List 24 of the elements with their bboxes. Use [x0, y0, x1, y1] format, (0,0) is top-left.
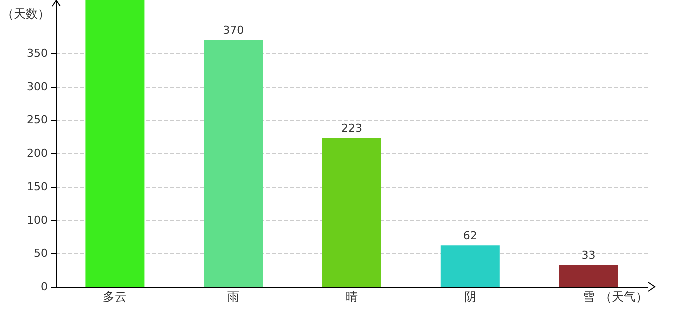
- bar: [204, 40, 264, 287]
- bar: [86, 0, 145, 287]
- y-tick-label: 0: [41, 280, 48, 294]
- x-tick-label: 阴: [464, 290, 476, 304]
- x-axis-title: （天气）: [600, 290, 648, 304]
- y-tick-label: 150: [27, 180, 48, 194]
- y-tick-label: 300: [27, 80, 48, 94]
- y-tick-label: 350: [27, 46, 48, 60]
- y-axis-title: （天数）: [2, 7, 50, 21]
- x-tick-label: 雪: [582, 290, 595, 304]
- data-label: 370: [223, 24, 244, 38]
- x-tick-label: 晴: [346, 290, 358, 304]
- bar: [322, 138, 382, 287]
- data-label: 62: [463, 230, 478, 243]
- data-label: 33: [582, 248, 596, 262]
- data-label: 223: [342, 122, 362, 136]
- bar: [440, 246, 500, 287]
- y-tick-label: 250: [27, 114, 48, 127]
- x-tick-label: 雨: [228, 290, 240, 304]
- bar: [559, 264, 618, 287]
- y-tick-label: 200: [27, 147, 48, 160]
- y-tick-label: 50: [34, 247, 48, 260]
- y-tick-label: 100: [27, 214, 48, 227]
- x-tick-label: 多云: [103, 290, 128, 304]
